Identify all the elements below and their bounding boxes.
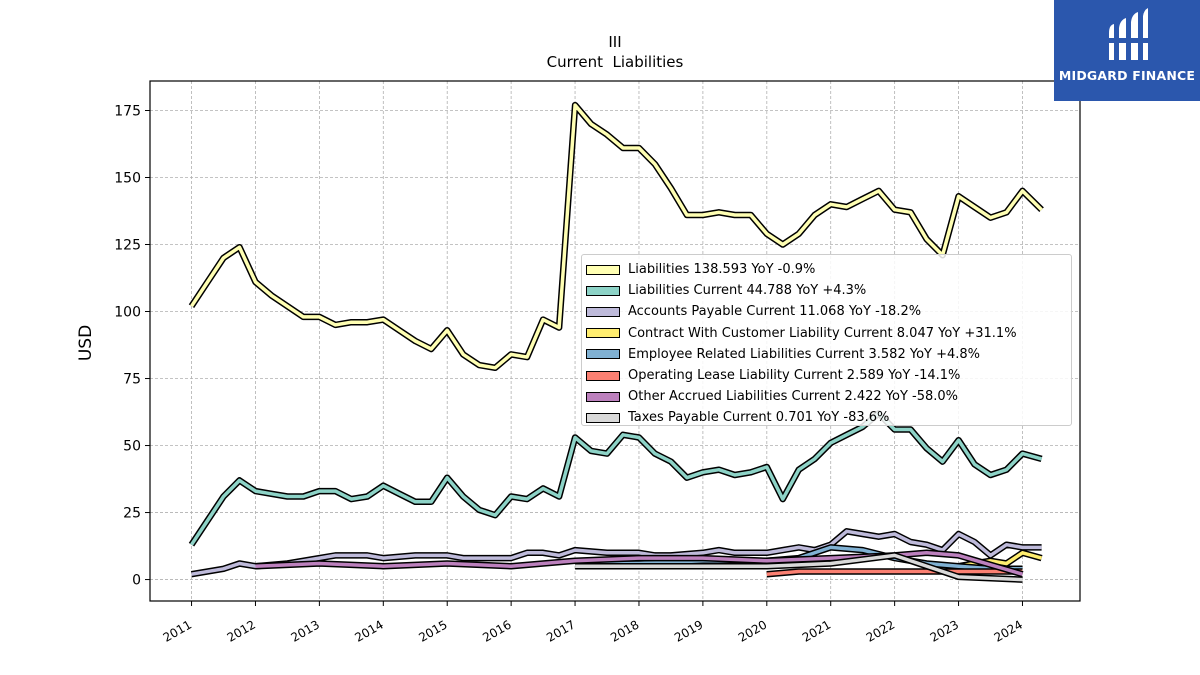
series-line bbox=[190, 411, 1043, 546]
legend-label: Contract With Customer Liability Current… bbox=[628, 325, 1017, 341]
series-layer bbox=[188, 101, 1044, 583]
legend-swatch bbox=[586, 412, 620, 423]
legend-swatch bbox=[586, 264, 620, 275]
y-axis-ticks: 0 25 50 75 100 125 150 175 bbox=[114, 103, 150, 589]
legend-item: Liabilities 138.593 YoY -0.9% bbox=[582, 259, 1071, 280]
x-tick-label: 2011 bbox=[161, 617, 194, 644]
x-tick-label: 2017 bbox=[544, 617, 577, 644]
x-tick-label: 2018 bbox=[608, 617, 641, 644]
x-tick-label: 2019 bbox=[672, 617, 705, 644]
chart-subtitle: Current Liabilities bbox=[547, 53, 684, 71]
y-axis-label: USD bbox=[76, 325, 96, 361]
grid-lines bbox=[150, 81, 1080, 601]
x-tick-label: 2012 bbox=[225, 617, 258, 644]
series-line bbox=[766, 569, 1023, 576]
x-axis-ticks: 2011 2012 2013 2014 2015 2016 2017 2018 2019 2020… bbox=[161, 601, 1025, 645]
y-tick-label: 50 bbox=[123, 439, 141, 455]
legend-swatch bbox=[586, 349, 620, 360]
x-tick-label: 2013 bbox=[288, 617, 321, 644]
y-tick-label: 125 bbox=[114, 238, 141, 254]
plot-frame bbox=[149, 80, 1081, 602]
x-tick-label: 2016 bbox=[480, 617, 513, 644]
legend-label: Liabilities 138.593 YoY -0.9% bbox=[628, 262, 816, 278]
legend: Liabilities 138.593 YoY -0.9% Liabilitie… bbox=[581, 254, 1072, 426]
legend-item: Contract With Customer Liability Current… bbox=[582, 323, 1071, 344]
legend-item: Accounts Payable Current 11.068 YoY -18.… bbox=[582, 301, 1071, 322]
chart-title: III bbox=[608, 33, 621, 51]
series-line bbox=[958, 551, 1043, 568]
y-tick-label: 100 bbox=[114, 305, 141, 321]
logo-text: MIDGARD FINANCE bbox=[1058, 68, 1196, 83]
legend-swatch bbox=[586, 328, 620, 339]
legend-swatch bbox=[586, 306, 620, 317]
x-tick-label: 2015 bbox=[416, 617, 449, 644]
legend-item: Employee Related Liabilities Current 3.5… bbox=[582, 344, 1071, 365]
legend-item: Liabilities Current 44.788 YoY +4.3% bbox=[582, 280, 1071, 301]
x-tick-label: 2014 bbox=[352, 617, 385, 644]
legend-label: Employee Related Liabilities Current 3.5… bbox=[628, 346, 981, 362]
y-tick-label: 175 bbox=[114, 103, 141, 119]
series-line bbox=[255, 551, 1023, 576]
legend-label: Taxes Payable Current 0.701 YoY -83.6% bbox=[628, 410, 890, 426]
brand-logo: MIDGARD FINANCE bbox=[1054, 0, 1200, 101]
legend-label: Accounts Payable Current 11.068 YoY -18.… bbox=[628, 304, 922, 320]
y-tick-label: 0 bbox=[132, 573, 141, 589]
x-tick-label: 2021 bbox=[800, 617, 833, 644]
legend-item: Operating Lease Liability Current 2.589 … bbox=[582, 365, 1071, 386]
legend-label: Liabilities Current 44.788 YoY +4.3% bbox=[628, 283, 867, 299]
legend-item: Other Accrued Liabilities Current 2.422 … bbox=[582, 386, 1071, 407]
legend-swatch bbox=[586, 370, 620, 381]
y-tick-label: 75 bbox=[123, 372, 141, 388]
x-tick-label: 2023 bbox=[928, 617, 961, 644]
x-tick-label: 2024 bbox=[992, 617, 1025, 644]
series-line bbox=[190, 103, 1043, 370]
legend-swatch bbox=[586, 285, 620, 296]
legend-label: Other Accrued Liabilities Current 2.422 … bbox=[628, 389, 959, 405]
x-tick-label: 2022 bbox=[864, 617, 897, 644]
legend-label: Operating Lease Liability Current 2.589 … bbox=[628, 368, 961, 384]
x-tick-label: 2020 bbox=[736, 617, 769, 644]
y-tick-label: 150 bbox=[114, 170, 141, 186]
legend-swatch bbox=[586, 391, 620, 402]
logo-mark-icon bbox=[1106, 8, 1152, 60]
y-tick-label: 25 bbox=[123, 506, 141, 522]
legend-item: Taxes Payable Current 0.701 YoY -83.6% bbox=[582, 407, 1071, 428]
series-line bbox=[575, 553, 1023, 582]
